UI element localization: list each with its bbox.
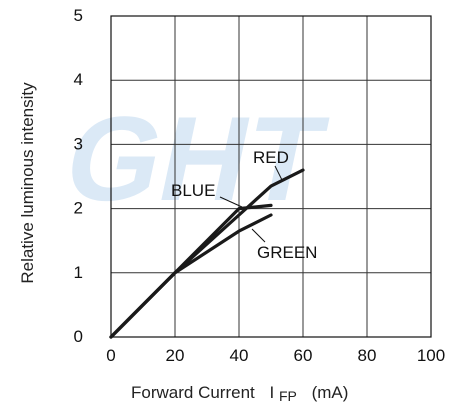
series-line-green <box>109 213 273 339</box>
x-tick-label-0: 0 <box>106 346 115 365</box>
series-label-red: RED <box>253 148 289 167</box>
y-tick-label-1: 1 <box>74 263 83 282</box>
y-tick-label-5: 5 <box>74 6 83 25</box>
y-tick-labels: 0 1 2 3 4 5 <box>74 6 83 346</box>
x-tick-label-2: 40 <box>230 346 249 365</box>
series-label-green: GREEN <box>257 243 317 262</box>
series-leader-red <box>274 165 283 181</box>
watermark: GHT <box>55 91 337 225</box>
x-axis-title-text: Forward Current <box>131 383 255 402</box>
x-axis-title-symbol: I <box>270 383 275 402</box>
x-axis-title-unit: (mA) <box>312 383 349 402</box>
y-tick-label-2: 2 <box>74 199 83 218</box>
series-leader-blue <box>219 196 243 208</box>
y-tick-label-4: 4 <box>74 70 83 89</box>
plot-frame <box>110 15 432 338</box>
series-leader-green <box>251 228 266 243</box>
x-tick-label-3: 60 <box>294 346 313 365</box>
series-label-blue: BLUE <box>171 181 215 200</box>
y-tick-label-3: 3 <box>74 134 83 153</box>
x-tick-labels: 0 20 40 60 80 100 <box>106 346 445 365</box>
series-lines <box>109 168 305 339</box>
y-axis-title: Relative luminous intensity <box>18 82 37 284</box>
y-tick-label-0: 0 <box>74 327 83 346</box>
x-tick-label-1: 20 <box>166 346 185 365</box>
x-tick-label-5: 100 <box>417 346 445 365</box>
x-tick-label-4: 80 <box>358 346 377 365</box>
x-axis-title-subscript: FP <box>279 388 297 404</box>
x-axis-title: Forward Current I FP (mA) <box>131 383 348 405</box>
